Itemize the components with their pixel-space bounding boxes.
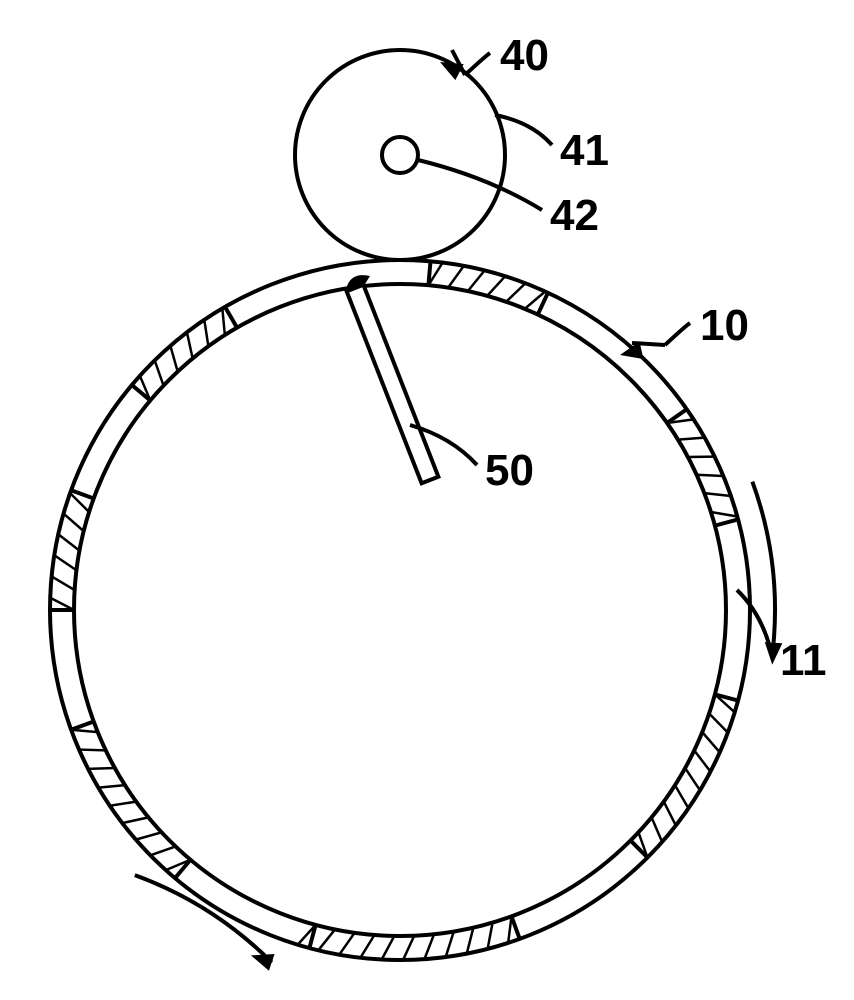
label-42: 42 — [550, 191, 599, 240]
label-11: 11 — [780, 636, 827, 685]
label-10: 10 — [700, 301, 749, 350]
label-50: 50 — [485, 446, 534, 495]
diagram-container: 4041 42 10 50 11 — [0, 0, 854, 1000]
label-40: 40 — [500, 31, 549, 80]
label-41: 41 — [560, 126, 609, 175]
technical-diagram: 4041 42 10 50 11 — [0, 0, 854, 1000]
